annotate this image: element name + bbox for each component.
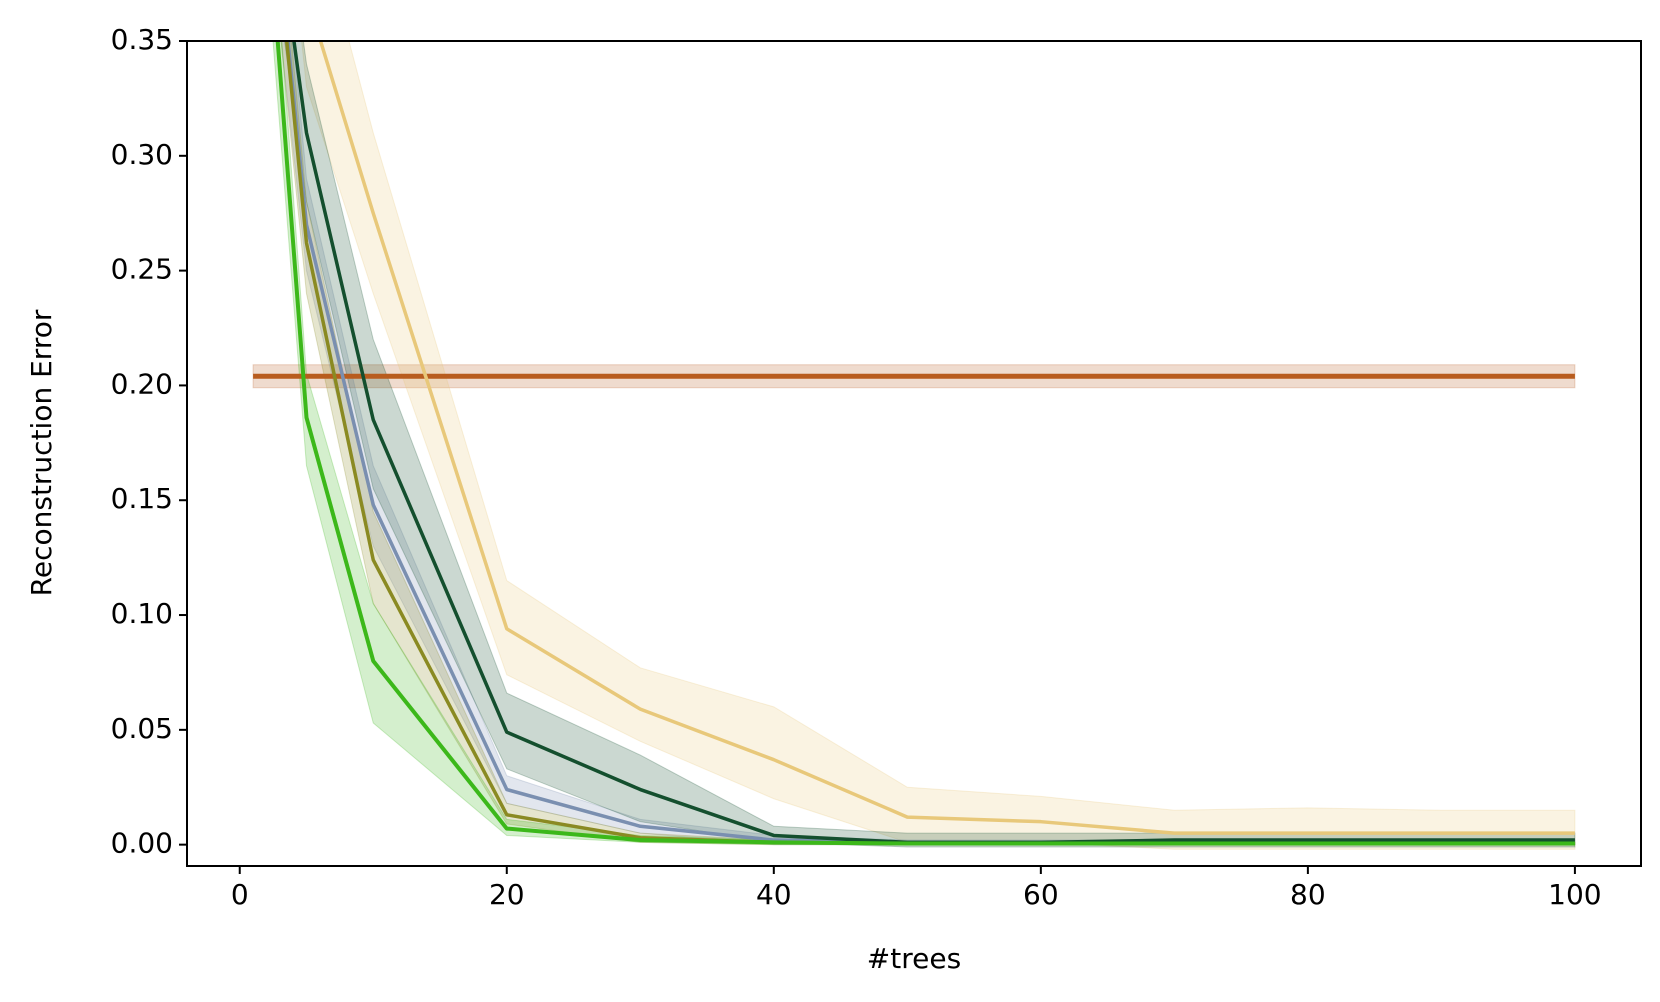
x-tick-label: 80 [1290,878,1326,911]
error-band [280,41,1576,846]
y-tick-label: 0.10 [111,597,173,630]
y-tick-label: 0.35 [111,23,173,56]
error-band [272,41,1576,846]
error-band [301,41,1576,850]
x-tick-label: 0 [231,878,249,911]
error-band [284,41,1576,848]
x-tick-label: 100 [1548,878,1601,911]
line [292,41,1575,845]
x-tick-label: 40 [756,878,792,911]
y-tick-label: 0.30 [111,138,173,171]
x-tick-label: 60 [1023,878,1059,911]
line [318,41,1575,835]
axes-frame [186,40,1642,867]
y-tick-label: 0.00 [111,827,173,860]
error-band [280,41,1576,846]
y-tick-label: 0.20 [111,367,173,400]
y-tick-label: 0.15 [111,482,173,515]
x-axis-label: #trees [867,942,961,975]
y-tick-label: 0.05 [111,712,173,745]
plot-area [252,41,1576,850]
y-axis-label: Reconstruction Error [25,309,58,596]
y-tick-label: 0.25 [111,253,173,286]
line [275,41,1575,846]
x-tick-label: 20 [489,878,525,911]
